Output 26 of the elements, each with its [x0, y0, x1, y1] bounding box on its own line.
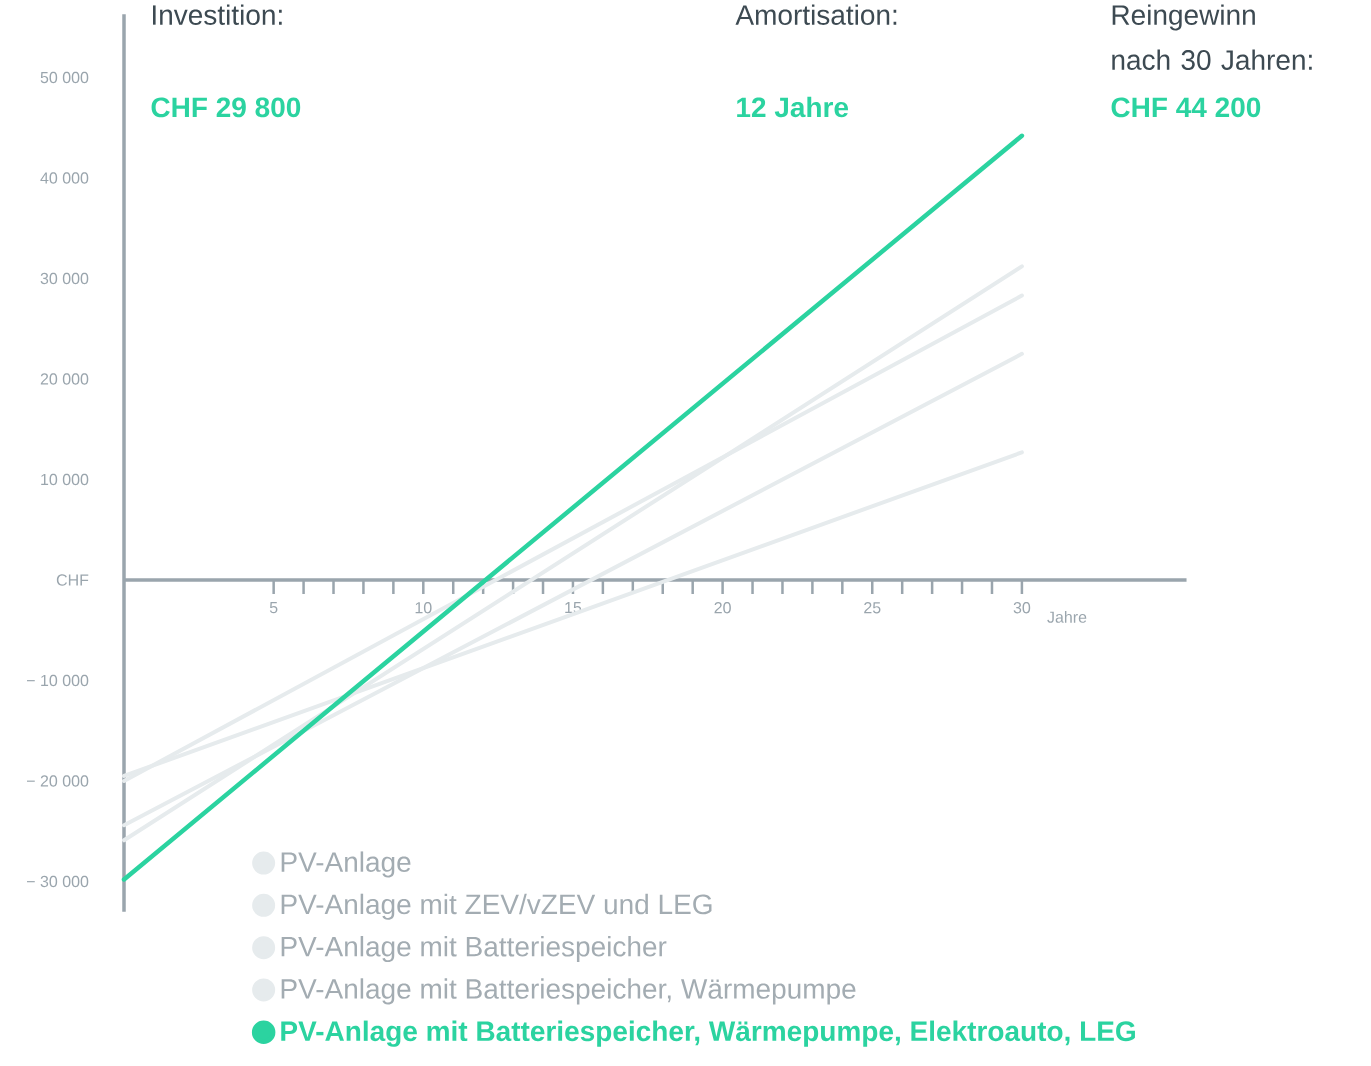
y-tick-label: 50 000 [40, 71, 89, 84]
legend-label: PV-Anlage [281, 851, 411, 878]
x-tick-label: 10 [415, 602, 432, 614]
annotation: Investition: [152, 4, 282, 25]
x-tick-label: 20 [714, 602, 731, 614]
y-tick-label: CHF [56, 574, 89, 586]
legend-label: PV-Anlage mit Batteriespeicher, Wärmepumpe, Elektroauto, LEG [281, 1020, 1135, 1047]
x-axis-title: Jahre [1047, 611, 1087, 623]
y-tick-label: − 20 000 [26, 775, 89, 787]
annotation: CHF 29 800 [151, 97, 301, 118]
y-tick-label: 40 000 [40, 172, 89, 184]
y-tick-label: − 30 000 [26, 875, 89, 888]
annotation: CHF 44 200 [1111, 97, 1261, 118]
y-tick-label: 30 000 [40, 272, 89, 285]
y-tick-label: 10 000 [41, 473, 89, 486]
legend-label: PV-Anlage mit Batteriespeicher [281, 935, 667, 963]
y-tick-label: − 10 000 [26, 674, 89, 687]
x-tick-label: 30 [1013, 602, 1031, 614]
x-tick-label: 5 [269, 602, 278, 614]
annotation: 12 Jahre [737, 96, 849, 118]
legend-label: PV-Anlage mit Batteriespeicher, Wärmepumpe [281, 978, 856, 1005]
y-tick-label: 20 000 [40, 373, 89, 385]
legend-label: PV-Anlage mit ZEV/vZEV und LEG [281, 893, 712, 920]
annotation: Reingewinn nach 30 Jahren: [1112, 4, 1312, 70]
x-tick-label: 25 [864, 602, 881, 614]
annotation: Amortisation: [735, 4, 897, 25]
